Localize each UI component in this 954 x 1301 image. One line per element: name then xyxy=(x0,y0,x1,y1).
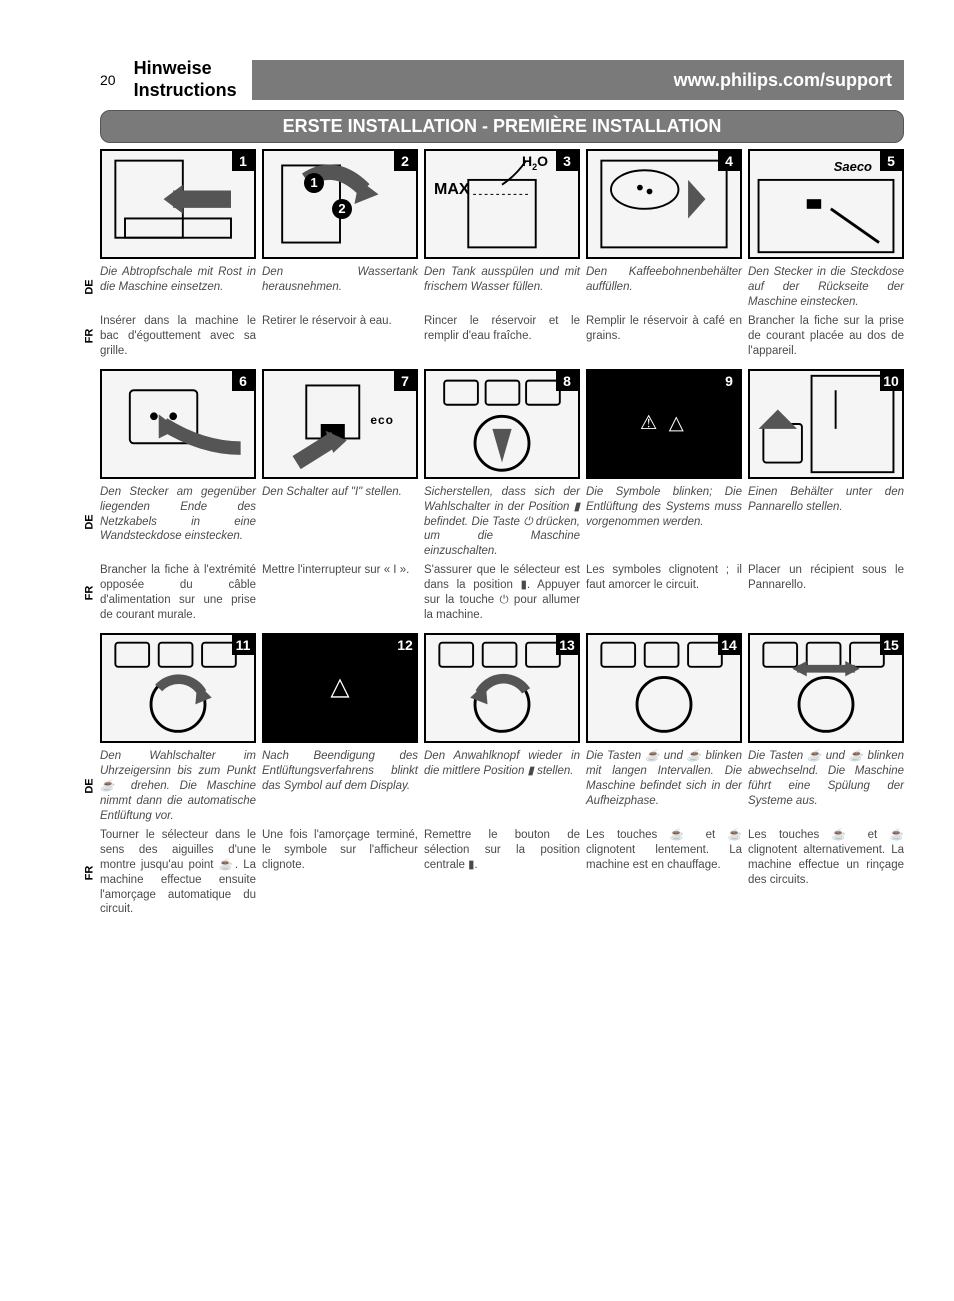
lang-de: DE xyxy=(84,514,96,529)
step-image-14: 14 xyxy=(586,633,742,743)
saeco-logo: Saeco xyxy=(834,159,872,174)
step-text: Retirer le réservoir à eau. xyxy=(262,314,418,359)
step-text: Die Symbole blinken; Die Entlüftung des … xyxy=(586,485,742,560)
step-text: Remettre le bouton de sélection sur la p… xyxy=(424,828,580,918)
step-image-4: 4 xyxy=(586,149,742,259)
step-text: Den Schalter auf "I" stellen. xyxy=(262,485,418,560)
step-image-2: 1 2 2 xyxy=(262,149,418,259)
lang-de: DE xyxy=(84,280,96,295)
text-row-2-fr: FR Brancher la fiche à l'extrémité oppos… xyxy=(100,563,904,623)
step-text: Den Wahlschalter im Uhrzeigersinn bis zu… xyxy=(100,749,256,824)
step-image-10: 10 xyxy=(748,369,904,479)
step-num: 7 xyxy=(394,371,416,391)
svg-text:△: △ xyxy=(330,673,350,701)
header-url: www.philips.com/support xyxy=(282,64,904,97)
step-text: Brancher la fiche à l'extrémité opposée … xyxy=(100,563,256,623)
step-image-7: eco 7 xyxy=(262,369,418,479)
step-text: Die Abtropfschale mit Rost in die Maschi… xyxy=(100,265,256,310)
text-row-3-fr: FR Tourner le sélecteur dans le sens des… xyxy=(100,828,904,918)
step-image-5: Saeco 5 xyxy=(748,149,904,259)
step-text: Rincer le réservoir et le remplir d'eau … xyxy=(424,314,580,359)
text-row-2-de: DE Den Stecker am gegenüber liegenden En… xyxy=(100,485,904,560)
step-image-8: 8 xyxy=(424,369,580,479)
step-num: 10 xyxy=(880,371,902,391)
step-num: 15 xyxy=(880,635,902,655)
step-text: Les touches ☕ et ☕ clignotent alternativ… xyxy=(748,828,904,918)
step-text: Einen Behälter unter den Pannarello stel… xyxy=(748,485,904,560)
step-text: Den Stecker am gegenüber liegenden Ende … xyxy=(100,485,256,560)
step-image-12: △ 12 xyxy=(262,633,418,743)
step-text: Den Anwahlknopf wieder in die mittlere P… xyxy=(424,749,580,824)
text-row-1-de: DE Die Abtropfschale mit Rost in die Mas… xyxy=(100,265,904,310)
section-title: ERSTE INSTALLATION - PREMIÈRE INSTALLATI… xyxy=(100,110,904,143)
step-images-row-3: 11 △ 12 13 14 15 xyxy=(100,633,904,743)
step-text: Den Wassertank herausnehmen. xyxy=(262,265,418,310)
step-text: Den Stecker in die Steckdose auf der Rüc… xyxy=(748,265,904,310)
svg-text:⚠: ⚠ xyxy=(640,412,657,433)
page-number: 20 xyxy=(100,72,116,88)
step-num: 8 xyxy=(556,371,578,391)
step-text: Placer un récipient sous le Pannarello. xyxy=(748,563,904,623)
step-image-1: 1 xyxy=(100,149,256,259)
step-num: 13 xyxy=(556,635,578,655)
lang-de: DE xyxy=(84,779,96,794)
lang-fr: FR xyxy=(83,586,95,601)
text-row-3-de: DE Den Wahlschalter im Uhrzeigersinn bis… xyxy=(100,749,904,824)
step-image-13: 13 xyxy=(424,633,580,743)
step-images-row-2: 6 eco 7 8 ⚠ △ 9 10 xyxy=(100,369,904,479)
row-3: 11 △ 12 13 14 15 DE Den Wahlschalter im … xyxy=(100,633,904,917)
step-num: 3 xyxy=(556,151,578,171)
header-left: 20 Hinweise Instructions xyxy=(100,60,252,100)
lang-fr: FR xyxy=(83,329,95,344)
step-num: 14 xyxy=(718,635,740,655)
row-1: 1 1 2 2 H2O MAX 3 4 Saeco 5 DE Die Abtro… xyxy=(100,149,904,359)
step-image-3: H2O MAX 3 xyxy=(424,149,580,259)
step-image-9: ⚠ △ 9 xyxy=(586,369,742,479)
step-text: Den Tank ausspülen und mit frischem Wass… xyxy=(424,265,580,310)
step-text: Die Tasten ☕ und ☕ blinken abwechselnd. … xyxy=(748,749,904,824)
lang-fr: FR xyxy=(83,865,95,880)
step-text: S'assurer que le sélecteur est dans la p… xyxy=(424,563,580,623)
step-image-6: 6 xyxy=(100,369,256,479)
header-title-fr: Instructions xyxy=(134,80,237,102)
eco-label: eco xyxy=(370,413,394,427)
step-images-row-1: 1 1 2 2 H2O MAX 3 4 Saeco 5 xyxy=(100,149,904,259)
step-text: Remplir le réservoir à café en grains. xyxy=(586,314,742,359)
max-label: MAX xyxy=(434,181,470,199)
header-title-de: Hinweise xyxy=(134,58,237,80)
step-num: 11 xyxy=(232,635,254,655)
step-text: Les touches ☕ et ☕ clignotent lentement.… xyxy=(586,828,742,918)
step-text: Tourner le sélecteur dans le sens des ai… xyxy=(100,828,256,918)
header-bar: 20 Hinweise Instructions www.philips.com… xyxy=(100,60,904,100)
row-2: 6 eco 7 8 ⚠ △ 9 10 DE Den Stecker am gege… xyxy=(100,369,904,623)
step-num: 6 xyxy=(232,371,254,391)
step-num: 12 xyxy=(394,635,416,655)
step-num: 4 xyxy=(718,151,740,171)
substep-1: 1 xyxy=(304,173,324,193)
step-image-15: 15 xyxy=(748,633,904,743)
svg-text:△: △ xyxy=(669,412,684,433)
step-text: Une fois l'amorçage terminé, le symbole … xyxy=(262,828,418,918)
step-text: Brancher la fiche sur la prise de couran… xyxy=(748,314,904,359)
step-num: 1 xyxy=(232,151,254,171)
text-row-1-fr: FR Insérer dans la machine le bac d'égou… xyxy=(100,314,904,359)
step-text: Mettre l'interrupteur sur « I ». xyxy=(262,563,418,623)
step-text: Les symboles clignotent ; il faut amorce… xyxy=(586,563,742,623)
step-text: Den Kaffeebohnenbehälter auffüllen. xyxy=(586,265,742,310)
step-text: Nach Beendigung des Entlüftungsverfahren… xyxy=(262,749,418,824)
step-text: Sicherstellen, dass sich der Wahlschalte… xyxy=(424,485,580,560)
h2o-label: H2O xyxy=(522,153,548,172)
step-num: 5 xyxy=(880,151,902,171)
header-titles: Hinweise Instructions xyxy=(134,58,237,101)
step-num: 9 xyxy=(718,371,740,391)
step-text: Insérer dans la machine le bac d'égoutte… xyxy=(100,314,256,359)
step-num: 2 xyxy=(394,151,416,171)
step-image-11: 11 xyxy=(100,633,256,743)
substep-2: 2 xyxy=(332,199,352,219)
step-text: Die Tasten ☕ und ☕ blinken mit langen In… xyxy=(586,749,742,824)
